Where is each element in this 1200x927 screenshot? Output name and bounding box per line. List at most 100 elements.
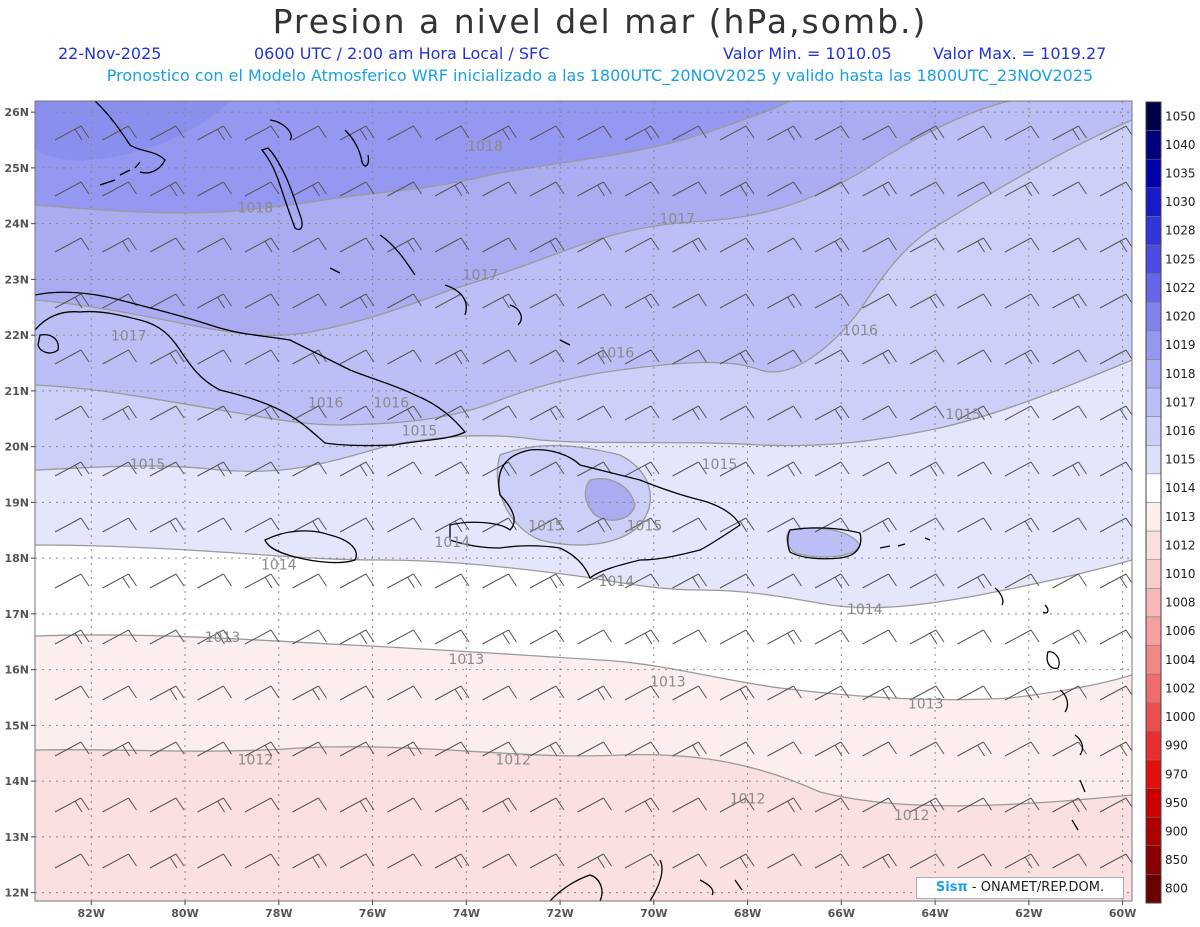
wind-barb xyxy=(957,629,992,645)
wind-barb xyxy=(1099,797,1132,813)
isobar-label: 1012 xyxy=(495,752,531,768)
wind-barb xyxy=(862,573,897,589)
wind-barb xyxy=(1099,629,1132,645)
wind-barb xyxy=(388,910,422,924)
wind-barb xyxy=(339,237,375,253)
florida-coast xyxy=(94,101,166,174)
wind-barb xyxy=(54,125,90,141)
wind-barb xyxy=(244,349,280,365)
max-value-label: Valor Max. = 1019.27 xyxy=(933,44,1107,63)
wind-barb xyxy=(909,741,945,757)
wind-barb xyxy=(1099,573,1132,589)
colorbar-swatch xyxy=(1145,416,1162,446)
lat-label: 21N xyxy=(4,385,29,398)
isobar-label: 1013 xyxy=(908,697,944,713)
wind-barb xyxy=(909,405,945,421)
wind-barb xyxy=(339,405,375,421)
wind-barb xyxy=(578,910,612,924)
wind-barb xyxy=(339,573,375,589)
pressure-colorbar: 1050 1040 1035 1030 1028 1025 1022 1020 1019 1018… xyxy=(1145,101,1196,904)
wind-barb xyxy=(814,125,850,141)
forecast-description: Pronostico con el Modelo Atmosferico WRF… xyxy=(106,66,1094,85)
wind-barb xyxy=(292,461,327,477)
wind-barb xyxy=(672,181,707,197)
wind-barb xyxy=(482,125,517,141)
isobar-label: 1016 xyxy=(308,396,344,412)
wind-barb xyxy=(149,573,185,589)
wind-barb xyxy=(292,685,327,701)
wind-barb xyxy=(434,461,470,477)
wind-barb xyxy=(814,293,850,309)
wind-barb xyxy=(672,853,707,869)
wind-barb xyxy=(672,573,707,589)
isobar-label: 1014 xyxy=(261,557,297,573)
wind-barb xyxy=(719,181,755,197)
wind-barb xyxy=(434,349,470,365)
colorbar-label: 1010 xyxy=(1165,567,1196,581)
wind-barb xyxy=(577,237,612,253)
wind-barb xyxy=(624,405,660,421)
wind-barb xyxy=(197,293,232,309)
wind-barb xyxy=(957,797,992,813)
wind-barb xyxy=(434,629,470,645)
wind-barb xyxy=(197,461,232,477)
wind-barb xyxy=(1052,349,1087,365)
isobar-label: 1012 xyxy=(894,808,930,824)
wind-barb xyxy=(672,349,707,365)
wind-barb xyxy=(957,125,992,141)
lon-label: 72W xyxy=(546,907,573,920)
wind-barb xyxy=(957,237,992,253)
wind-barb xyxy=(197,517,232,533)
colorbar-label: 1012 xyxy=(1165,538,1196,552)
colorbar-swatch xyxy=(1145,359,1162,389)
wind-barb xyxy=(434,125,470,141)
wind-barb xyxy=(244,685,280,701)
wind-barb xyxy=(719,405,755,421)
lat-label: 13N xyxy=(4,831,29,844)
wind-barb xyxy=(1099,405,1132,421)
wind-barb xyxy=(624,741,660,757)
wind-barb xyxy=(909,685,945,701)
wind-barb xyxy=(957,853,992,869)
isla-juventud xyxy=(37,334,59,354)
wind-barb xyxy=(102,181,137,197)
wind-barb xyxy=(767,237,802,253)
wind-barb xyxy=(1052,573,1087,589)
wind-barb xyxy=(149,405,185,421)
band-1018 xyxy=(35,101,790,213)
wind-barb xyxy=(197,405,232,421)
colorbar-label: 1008 xyxy=(1165,596,1196,610)
wind-barb xyxy=(909,293,945,309)
lon-label: 76W xyxy=(359,907,386,920)
wind-barb xyxy=(957,405,992,421)
wind-barb xyxy=(1004,517,1040,533)
wind-barb xyxy=(767,349,802,365)
colorbar-swatch xyxy=(1145,816,1162,847)
hispaniola-low-core xyxy=(585,478,635,521)
isobar-label: 1016 xyxy=(598,345,634,361)
wind-barb xyxy=(957,741,992,757)
colorbar-label: 1006 xyxy=(1165,624,1196,638)
wind-barb xyxy=(149,517,185,533)
wind-barb xyxy=(529,461,565,477)
wind-barb xyxy=(197,181,232,197)
wind-barb xyxy=(149,461,185,477)
isobar-label: 1015 xyxy=(402,423,438,439)
wind-barb xyxy=(672,685,707,701)
colorbar-swatch xyxy=(1145,216,1162,246)
wind-barb xyxy=(292,293,327,309)
colorbar-swatch xyxy=(1145,702,1162,732)
latitude-labels: 26N 25N 24N 23N 22N 21N 20N 19N 18N 17N 16N 15N 14N 1… xyxy=(4,106,29,899)
wind-barb xyxy=(957,461,992,477)
wind-barb xyxy=(529,293,565,309)
wind-barb xyxy=(672,405,707,421)
wind-barb xyxy=(149,349,185,365)
colorbar-swatch xyxy=(1145,445,1162,475)
wind-barb xyxy=(292,629,327,645)
wind-barb xyxy=(54,573,90,589)
isobar-label: 1015 xyxy=(528,518,564,534)
wind-barb xyxy=(1099,461,1132,477)
isobar-label: 1018 xyxy=(238,200,274,216)
wind-barb xyxy=(482,853,517,869)
